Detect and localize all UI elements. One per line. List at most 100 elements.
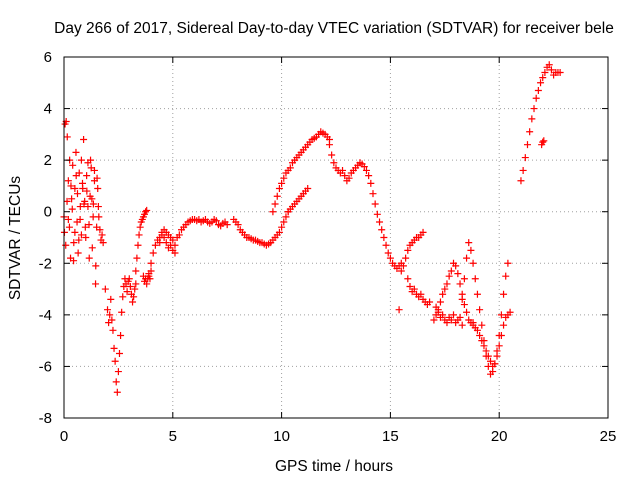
data-point — [135, 231, 143, 239]
data-point — [162, 239, 170, 247]
data-point — [80, 136, 88, 144]
data-point — [119, 293, 127, 301]
data-point — [134, 241, 142, 249]
data-point — [271, 200, 279, 208]
data-point — [495, 342, 503, 350]
data-point — [143, 280, 151, 288]
data-point — [88, 244, 96, 252]
data-point — [89, 200, 97, 208]
series-night-19-20h-low — [469, 308, 514, 370]
data-point — [90, 166, 98, 174]
data-point — [71, 228, 79, 236]
data-point — [447, 316, 455, 324]
data-point — [123, 288, 131, 296]
x-tick-label: 5 — [169, 428, 177, 445]
data-point — [85, 254, 93, 262]
data-point — [132, 280, 140, 288]
data-point — [88, 195, 96, 203]
y-tick-label: 4 — [44, 101, 52, 118]
series-midday-8-10h — [230, 208, 292, 249]
data-point — [93, 174, 101, 182]
axis-ticks — [63, 56, 609, 419]
data-point — [149, 249, 157, 257]
data-point — [460, 301, 468, 309]
series-late-21-23h — [517, 61, 564, 185]
data-point — [64, 177, 72, 185]
chart-title: Day 266 of 2017, Sidereal Day-to-day VTE… — [54, 20, 614, 37]
data-point — [108, 316, 116, 324]
data-point — [328, 151, 336, 159]
data-point — [406, 282, 414, 290]
data-point — [471, 275, 479, 283]
data-point — [156, 239, 164, 247]
data-point — [460, 275, 468, 283]
data-point — [63, 197, 71, 205]
x-tick-label: 0 — [60, 428, 68, 445]
data-point — [473, 290, 481, 298]
data-point — [378, 226, 386, 234]
data-point — [82, 234, 90, 241]
data-point — [107, 295, 115, 303]
data-point — [151, 241, 159, 249]
data-point — [133, 254, 141, 262]
data-point — [371, 200, 379, 208]
y-tick-label: -4 — [39, 307, 52, 324]
data-point — [417, 290, 425, 298]
data-point — [497, 311, 505, 319]
data-point — [68, 205, 76, 213]
data-point — [458, 321, 466, 329]
data-point — [402, 254, 410, 262]
data-point — [484, 352, 492, 360]
data-point — [456, 313, 464, 321]
data-point — [280, 174, 288, 182]
data-point — [556, 68, 564, 76]
series-early-noisy-a — [60, 117, 107, 288]
data-point — [432, 303, 440, 311]
data-point — [126, 282, 134, 290]
data-point — [167, 241, 175, 249]
data-point — [278, 223, 286, 231]
data-point — [478, 337, 486, 345]
data-point — [532, 94, 540, 102]
data-point — [430, 316, 438, 324]
data-point — [304, 185, 312, 193]
x-axis-label: GPS time / hours — [275, 458, 393, 475]
data-point — [365, 172, 373, 180]
data-points — [60, 61, 564, 396]
data-point — [523, 141, 531, 149]
data-point — [110, 344, 118, 352]
series-night-16-17h-low — [404, 275, 434, 309]
data-point — [526, 128, 534, 136]
data-point — [534, 87, 542, 95]
data-point — [537, 79, 545, 87]
data-point — [500, 290, 508, 298]
data-point — [521, 154, 529, 162]
data-point — [452, 262, 460, 270]
data-point — [502, 272, 510, 280]
data-point — [382, 241, 390, 249]
data-point — [445, 272, 453, 280]
series-morning-4-5h-low — [156, 231, 179, 257]
data-point — [76, 215, 84, 223]
data-point — [132, 267, 140, 275]
data-point — [497, 331, 505, 339]
series-night-18-20h — [458, 239, 512, 378]
series-night-17-19h-low — [432, 303, 466, 329]
data-point — [360, 163, 368, 171]
data-point — [380, 234, 388, 241]
data-point — [64, 215, 72, 223]
data-point — [71, 185, 79, 193]
data-point — [98, 231, 106, 239]
data-point — [85, 221, 93, 229]
data-point — [395, 306, 403, 314]
data-point — [341, 172, 349, 180]
data-point — [339, 166, 347, 174]
data-point — [96, 226, 104, 234]
data-point — [404, 246, 412, 254]
data-point — [443, 280, 451, 288]
data-point — [69, 161, 77, 169]
y-tick-label: 2 — [44, 152, 52, 169]
data-point — [280, 218, 288, 226]
data-point — [77, 231, 85, 239]
data-point — [539, 74, 547, 82]
